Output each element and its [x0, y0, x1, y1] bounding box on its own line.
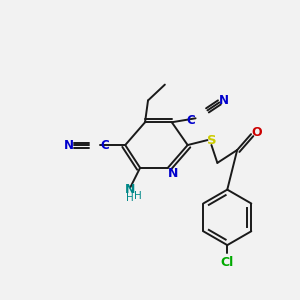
Text: O: O — [252, 126, 262, 139]
Text: Cl: Cl — [221, 256, 234, 269]
Text: N: N — [219, 94, 229, 107]
Text: H: H — [126, 193, 134, 202]
Text: N: N — [125, 183, 135, 196]
Text: C: C — [186, 114, 195, 127]
Text: N: N — [64, 139, 74, 152]
Text: S: S — [207, 134, 216, 147]
Text: H: H — [134, 190, 142, 201]
Text: C: C — [100, 139, 109, 152]
Text: N: N — [168, 167, 178, 180]
